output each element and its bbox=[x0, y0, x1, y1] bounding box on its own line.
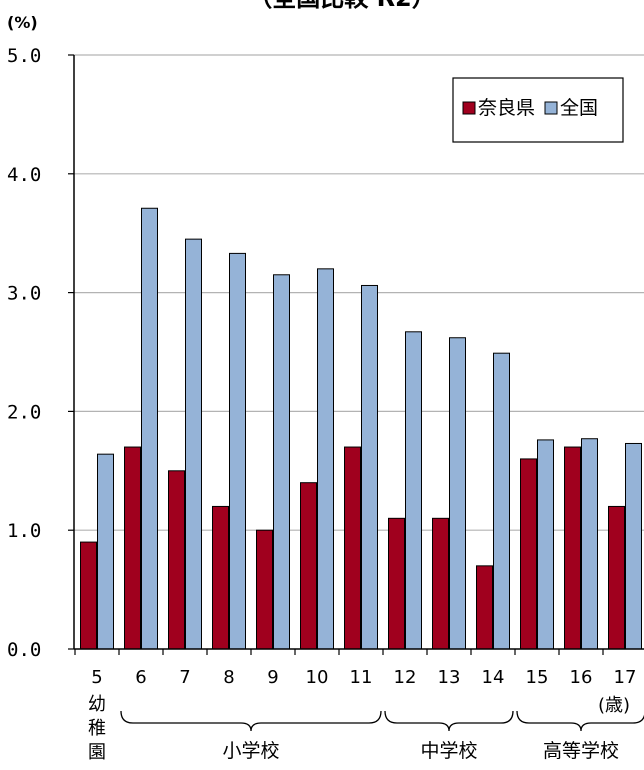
x-tick-label: 6 bbox=[135, 667, 146, 688]
bar-national-age-13 bbox=[449, 337, 466, 650]
x-tick-label: 8 bbox=[223, 667, 234, 688]
bar-nara-age-11 bbox=[344, 446, 361, 650]
y-tick-label: 4.0 bbox=[7, 164, 41, 186]
bar-national-age-12 bbox=[405, 331, 422, 650]
y-tick-label: 0.0 bbox=[7, 639, 41, 661]
bar-national-age-7 bbox=[185, 238, 202, 650]
bar-nara-age-17 bbox=[608, 505, 625, 650]
y-axis-unit: (%) bbox=[7, 13, 38, 32]
bar-nara-age-14 bbox=[476, 565, 493, 650]
bars bbox=[80, 207, 642, 650]
y-tick-label: 5.0 bbox=[7, 45, 41, 67]
y-tick-label: 3.0 bbox=[7, 283, 41, 305]
group-label: 高等学校 bbox=[543, 740, 619, 762]
bar-nara-age-12 bbox=[388, 517, 405, 650]
group-brace bbox=[384, 710, 514, 732]
bar-nara-age-16 bbox=[564, 446, 581, 650]
bar-national-age-10 bbox=[317, 268, 334, 650]
school-group-labels: 小学校 中学校 高等学校 bbox=[120, 710, 644, 762]
bar-national-age-11 bbox=[361, 284, 378, 650]
bar-national-age-14 bbox=[493, 352, 510, 650]
legend-swatch-nara bbox=[462, 101, 476, 115]
bar-nara-age-10 bbox=[300, 482, 317, 650]
bar-national-age-8 bbox=[229, 252, 246, 650]
bar-national-age-5 bbox=[97, 453, 114, 650]
chart-title: （全国比較 R2） bbox=[248, 0, 436, 12]
x-tick-label: 11 bbox=[350, 667, 373, 688]
bar-nara-age-7 bbox=[168, 470, 185, 650]
bar-national-age-17 bbox=[625, 442, 642, 650]
kindergarten-label: 幼稚園 bbox=[88, 694, 106, 763]
bar-nara-age-9 bbox=[256, 529, 273, 650]
y-axis-ticks: 0.0 1.0 2.0 3.0 4.0 5.0 bbox=[7, 45, 74, 661]
age-unit-label: (歳) bbox=[598, 695, 630, 716]
group-label: 小学校 bbox=[222, 740, 279, 762]
bar-nara-age-8 bbox=[212, 505, 229, 650]
legend: 奈良県 全国 bbox=[452, 77, 624, 143]
y-tick-label: 1.0 bbox=[7, 520, 41, 542]
y-tick-label: 2.0 bbox=[7, 401, 41, 423]
bar-nara-age-5 bbox=[80, 541, 97, 650]
x-tick-label: 12 bbox=[394, 667, 417, 688]
bar-nara-age-15 bbox=[520, 458, 537, 650]
legend-swatch-national bbox=[544, 101, 558, 115]
group-brace bbox=[516, 710, 644, 732]
x-tick-label: 17 bbox=[614, 667, 637, 688]
legend-label-nara: 奈良県 bbox=[478, 97, 535, 119]
group-brace bbox=[120, 710, 382, 732]
x-tick-label: 9 bbox=[267, 667, 278, 688]
x-tick-label: 5 bbox=[91, 667, 102, 688]
legend-box bbox=[452, 77, 624, 143]
x-tick-label: 15 bbox=[526, 667, 549, 688]
bar-national-age-6 bbox=[141, 207, 158, 650]
x-tick-label: 16 bbox=[570, 667, 593, 688]
x-tick-label: 14 bbox=[482, 667, 505, 688]
legend-label-national: 全国 bbox=[560, 97, 598, 119]
x-axis-ticks: 5 6 7 8 9 10 11 12 13 14 15 16 17 bbox=[74, 649, 637, 688]
group-label: 中学校 bbox=[420, 740, 477, 762]
x-tick-label: 13 bbox=[438, 667, 461, 688]
kindergarten-label-char: 園 bbox=[88, 742, 106, 763]
kindergarten-label-char: 幼 bbox=[88, 694, 106, 715]
bar-nara-age-6 bbox=[124, 446, 141, 650]
bar-nara-age-13 bbox=[432, 517, 449, 650]
bar-national-age-16 bbox=[581, 438, 598, 650]
kindergarten-label-char: 稚 bbox=[88, 718, 106, 739]
x-tick-label: 10 bbox=[306, 667, 329, 688]
bar-national-age-9 bbox=[273, 274, 290, 650]
bar-national-age-15 bbox=[537, 439, 554, 650]
x-tick-label: 7 bbox=[179, 667, 190, 688]
